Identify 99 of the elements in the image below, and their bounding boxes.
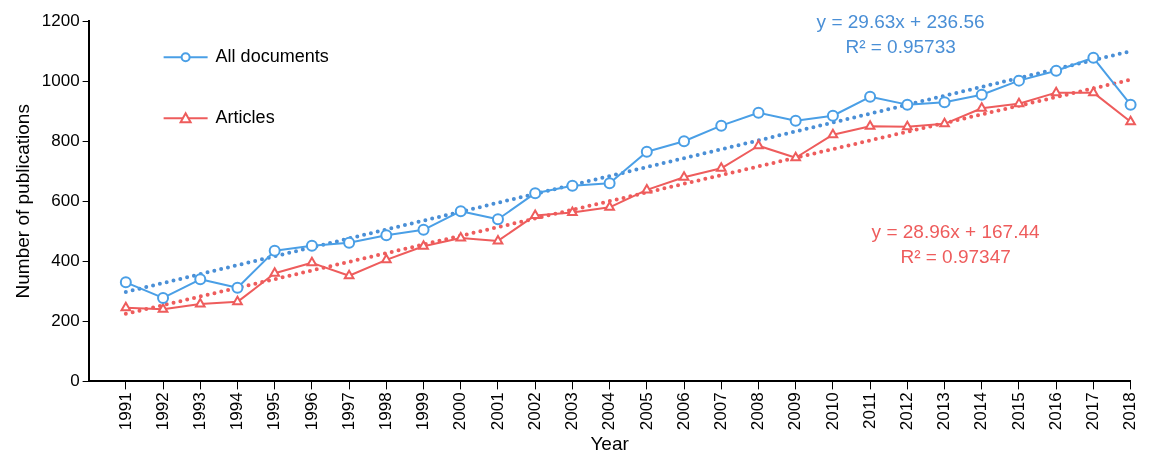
x-tick-label: 2004 — [599, 392, 619, 431]
point — [454, 205, 467, 218]
point — [901, 120, 913, 131]
point — [604, 201, 615, 211]
x-tick-label: 2014 — [971, 392, 991, 431]
point — [1087, 51, 1100, 64]
point — [567, 206, 578, 216]
x-tick-label: 2001 — [487, 392, 507, 431]
x-axis-title: Year — [590, 432, 630, 454]
point — [157, 291, 170, 304]
x-tick-label: 2016 — [1045, 392, 1065, 431]
x-tick-label: 1999 — [413, 392, 433, 431]
point — [1125, 115, 1136, 126]
point — [306, 256, 318, 267]
x-tick-label: 2018 — [1120, 392, 1140, 431]
point — [790, 151, 802, 162]
point — [269, 267, 281, 277]
x-tick-label: 2009 — [785, 392, 805, 431]
point — [678, 135, 691, 148]
point — [939, 117, 950, 128]
x-tick-label: 1996 — [301, 392, 321, 431]
point — [715, 119, 728, 132]
x-tick-label: 2007 — [710, 392, 730, 431]
point — [1012, 74, 1025, 87]
x-tick-label: 2013 — [934, 392, 954, 431]
point — [864, 90, 877, 103]
x-tick-label: 2017 — [1083, 392, 1103, 431]
point — [603, 177, 616, 190]
y-tick-label: 800 — [51, 130, 80, 150]
point — [864, 120, 876, 130]
point — [268, 244, 281, 257]
annotation: y = 28.96x + 167.44 — [871, 221, 1041, 243]
annotation: R² = 0.95733 — [845, 36, 956, 58]
x-tick-label: 2003 — [562, 392, 582, 431]
legend-label: All documents — [215, 46, 329, 67]
y-tick-label: 1000 — [41, 70, 80, 90]
x-tick-label: 2005 — [636, 392, 656, 431]
point — [640, 145, 653, 158]
point — [1050, 86, 1062, 97]
point — [194, 297, 206, 308]
point — [566, 179, 579, 192]
point — [641, 183, 653, 194]
point — [753, 139, 764, 150]
x-tick-label: 1998 — [376, 392, 396, 431]
x-tick-label: 1991 — [115, 392, 135, 431]
y-tick-label: 1200 — [41, 10, 80, 30]
point — [826, 109, 839, 122]
point — [678, 171, 690, 181]
x-tick-label: 2011 — [859, 392, 879, 429]
x-tick-label: 1992 — [152, 392, 172, 431]
point — [119, 276, 132, 289]
y-tick-label: 200 — [51, 311, 80, 331]
annotation: R² = 0.97347 — [900, 246, 1011, 268]
x-tick-label: 2010 — [822, 392, 842, 431]
point — [1088, 86, 1099, 97]
point — [1050, 64, 1063, 77]
point — [381, 253, 392, 264]
point — [157, 303, 169, 313]
point — [194, 273, 207, 286]
x-tick-label: 2008 — [748, 392, 768, 431]
x-tick-label: 1994 — [227, 392, 247, 431]
point — [305, 239, 318, 252]
legend-label: Articles — [215, 107, 275, 128]
point — [529, 209, 541, 219]
x-tick-label: 2000 — [450, 392, 470, 431]
point — [752, 106, 765, 119]
point — [418, 240, 429, 250]
x-tick-label: 2015 — [1008, 392, 1028, 431]
x-tick-label: 2012 — [897, 392, 917, 431]
point — [417, 223, 430, 236]
point — [120, 301, 132, 312]
point — [231, 281, 244, 294]
point — [827, 128, 839, 139]
x-tick-label: 1997 — [338, 392, 358, 431]
point — [380, 229, 393, 242]
point — [976, 102, 988, 112]
point — [938, 96, 951, 109]
point — [232, 295, 243, 306]
x-tick-label: 2002 — [524, 392, 544, 431]
y-axis-title: Number of publications — [11, 104, 33, 299]
y-tick-label: 600 — [51, 190, 80, 210]
point — [789, 114, 802, 127]
x-tick-label: 2006 — [673, 392, 693, 431]
y-tick-label: 400 — [51, 251, 80, 271]
point — [901, 98, 914, 111]
point — [455, 231, 467, 242]
y-tick-label: 0 — [70, 371, 80, 391]
point — [492, 234, 504, 245]
point — [491, 213, 504, 226]
point — [715, 162, 727, 172]
point — [1124, 98, 1137, 111]
point — [343, 269, 355, 280]
point — [975, 88, 988, 101]
point — [529, 187, 542, 200]
point — [1013, 97, 1025, 108]
x-tick-label: 1993 — [189, 392, 209, 431]
point — [343, 236, 356, 249]
x-tick-label: 1995 — [264, 392, 284, 431]
annotation: y = 29.63x + 236.56 — [816, 11, 985, 33]
